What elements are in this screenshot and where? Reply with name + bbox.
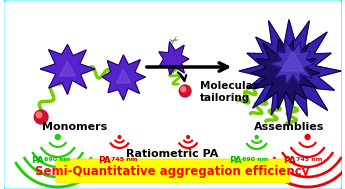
FancyBboxPatch shape <box>56 159 290 183</box>
Polygon shape <box>60 61 76 76</box>
Text: ✂: ✂ <box>168 34 181 48</box>
Circle shape <box>255 136 258 139</box>
Polygon shape <box>250 39 319 109</box>
Polygon shape <box>239 20 341 125</box>
Text: 745 nm: 745 nm <box>296 157 322 162</box>
Polygon shape <box>40 45 95 94</box>
Text: Semi-Quantitative aggregation efficiency: Semi-Quantitative aggregation efficiency <box>35 164 309 177</box>
Text: PA: PA <box>31 156 44 165</box>
Text: Molecular
tailoring: Molecular tailoring <box>200 81 258 103</box>
Polygon shape <box>102 55 145 100</box>
Text: 690 nm: 690 nm <box>44 157 70 162</box>
Text: PA: PA <box>283 156 296 165</box>
Circle shape <box>181 87 186 92</box>
Text: Ratiometric PA: Ratiometric PA <box>126 149 219 159</box>
Circle shape <box>179 85 191 97</box>
Text: PA: PA <box>98 156 111 165</box>
FancyBboxPatch shape <box>3 0 343 189</box>
Text: Assemblies: Assemblies <box>254 122 324 132</box>
Polygon shape <box>159 42 189 75</box>
Circle shape <box>36 112 42 118</box>
Circle shape <box>305 135 310 139</box>
Text: 690 nm: 690 nm <box>242 157 268 162</box>
Polygon shape <box>269 40 314 85</box>
Text: 745 nm: 745 nm <box>111 157 137 162</box>
Text: Monomers: Monomers <box>42 122 107 132</box>
Circle shape <box>55 135 60 139</box>
Polygon shape <box>281 51 304 71</box>
Circle shape <box>34 110 48 124</box>
Circle shape <box>187 136 189 138</box>
Polygon shape <box>117 69 130 83</box>
Circle shape <box>118 136 121 138</box>
Text: PA: PA <box>229 156 242 165</box>
